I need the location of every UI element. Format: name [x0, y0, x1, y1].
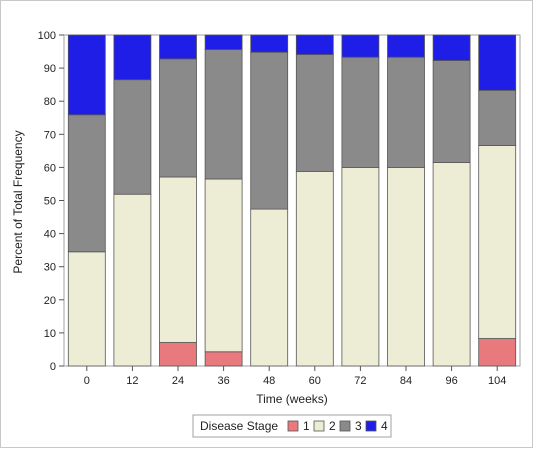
bar-week-96-stage-4 [432, 34, 471, 61]
bar-week-0-stage-2 [67, 251, 106, 367]
legend-swatch-stage-4 [365, 420, 377, 432]
bar-week-48-stage-2 [250, 208, 289, 367]
legend-swatch-stage-1 [287, 420, 299, 432]
legend-swatch-stage-3 [339, 420, 351, 432]
bar-week-104-stage-4 [478, 34, 517, 91]
bar-week-72-stage-2 [341, 166, 380, 367]
legend: Disease Stage 1 2 3 4 [192, 414, 392, 438]
bar-week-12-stage-4 [113, 34, 152, 81]
legend-label-stage-2: 2 [329, 419, 336, 433]
y-tick-label-70: 70 [44, 129, 56, 141]
x-tick-label-36: 36 [217, 375, 229, 387]
x-tick-label-24: 24 [172, 375, 184, 387]
x-axis-title: Time (weeks) [256, 392, 328, 406]
bar-week-48-stage-3 [250, 51, 289, 210]
bar-week-84-stage-4 [387, 34, 425, 58]
bar-week-104-stage-2 [478, 145, 517, 339]
y-tick-label-0: 0 [50, 361, 56, 373]
y-tick-label-10: 10 [44, 328, 56, 340]
bar-week-36-stage-4 [204, 34, 243, 50]
bar-week-24-stage-2 [159, 176, 197, 343]
x-tick-label-12: 12 [126, 375, 138, 387]
x-tick-label-84: 84 [400, 375, 412, 387]
bar-week-48-stage-4 [250, 34, 289, 53]
bar-week-24-stage-4 [159, 34, 197, 60]
legend-title: Disease Stage [200, 419, 278, 433]
y-tick-label-30: 30 [44, 262, 56, 274]
legend-label-stage-3: 3 [355, 419, 362, 433]
bar-week-36-stage-1 [204, 351, 243, 367]
y-tick-label-40: 40 [44, 229, 56, 241]
bar-week-60-stage-4 [295, 34, 334, 55]
bar-week-36-stage-2 [204, 178, 243, 353]
bars-group [67, 34, 517, 367]
bar-week-0-stage-4 [67, 34, 106, 116]
legend-items: 1 2 3 4 [287, 419, 388, 433]
y-tick-label-50: 50 [44, 196, 56, 208]
x-tick-label-48: 48 [263, 375, 275, 387]
bar-week-36-stage-3 [204, 49, 243, 180]
y-axis: 0 10 20 30 40 50 60 70 80 90 100 [38, 30, 64, 373]
bar-week-104-stage-3 [478, 89, 517, 146]
bar-week-12-stage-2 [113, 193, 152, 367]
y-axis-title: Percent of Total Frequency [11, 130, 25, 273]
y-tick-label-90: 90 [44, 63, 56, 75]
bar-week-84-stage-3 [387, 56, 425, 168]
x-tick-label-60: 60 [309, 375, 321, 387]
bar-week-96-stage-3 [432, 60, 471, 163]
y-tick-label-80: 80 [44, 96, 56, 108]
legend-label-stage-1: 1 [303, 419, 310, 433]
bar-week-72-stage-3 [341, 56, 380, 168]
y-tick-label-20: 20 [44, 295, 56, 307]
x-tick-label-0: 0 [84, 375, 90, 387]
bar-week-104-stage-1 [478, 338, 517, 367]
bar-week-96-stage-2 [432, 162, 471, 367]
bar-week-24-stage-3 [159, 58, 197, 178]
y-tick-label-60: 60 [44, 162, 56, 174]
legend-swatch-stage-2 [313, 420, 325, 432]
bar-week-0-stage-3 [67, 114, 106, 253]
x-tick-label-104: 104 [488, 375, 506, 387]
x-axis: 0 12 24 36 48 60 72 84 96 104 [84, 366, 506, 387]
bar-week-72-stage-4 [341, 34, 380, 58]
bar-week-60-stage-2 [295, 170, 334, 367]
bar-week-12-stage-3 [113, 79, 152, 195]
x-tick-label-72: 72 [354, 375, 366, 387]
bar-week-24-stage-1 [159, 342, 197, 367]
legend-label-stage-4: 4 [381, 419, 388, 433]
bar-week-84-stage-2 [387, 166, 425, 367]
x-tick-label-96: 96 [445, 375, 457, 387]
bar-week-60-stage-3 [295, 54, 334, 172]
y-tick-label-100: 100 [38, 30, 56, 42]
